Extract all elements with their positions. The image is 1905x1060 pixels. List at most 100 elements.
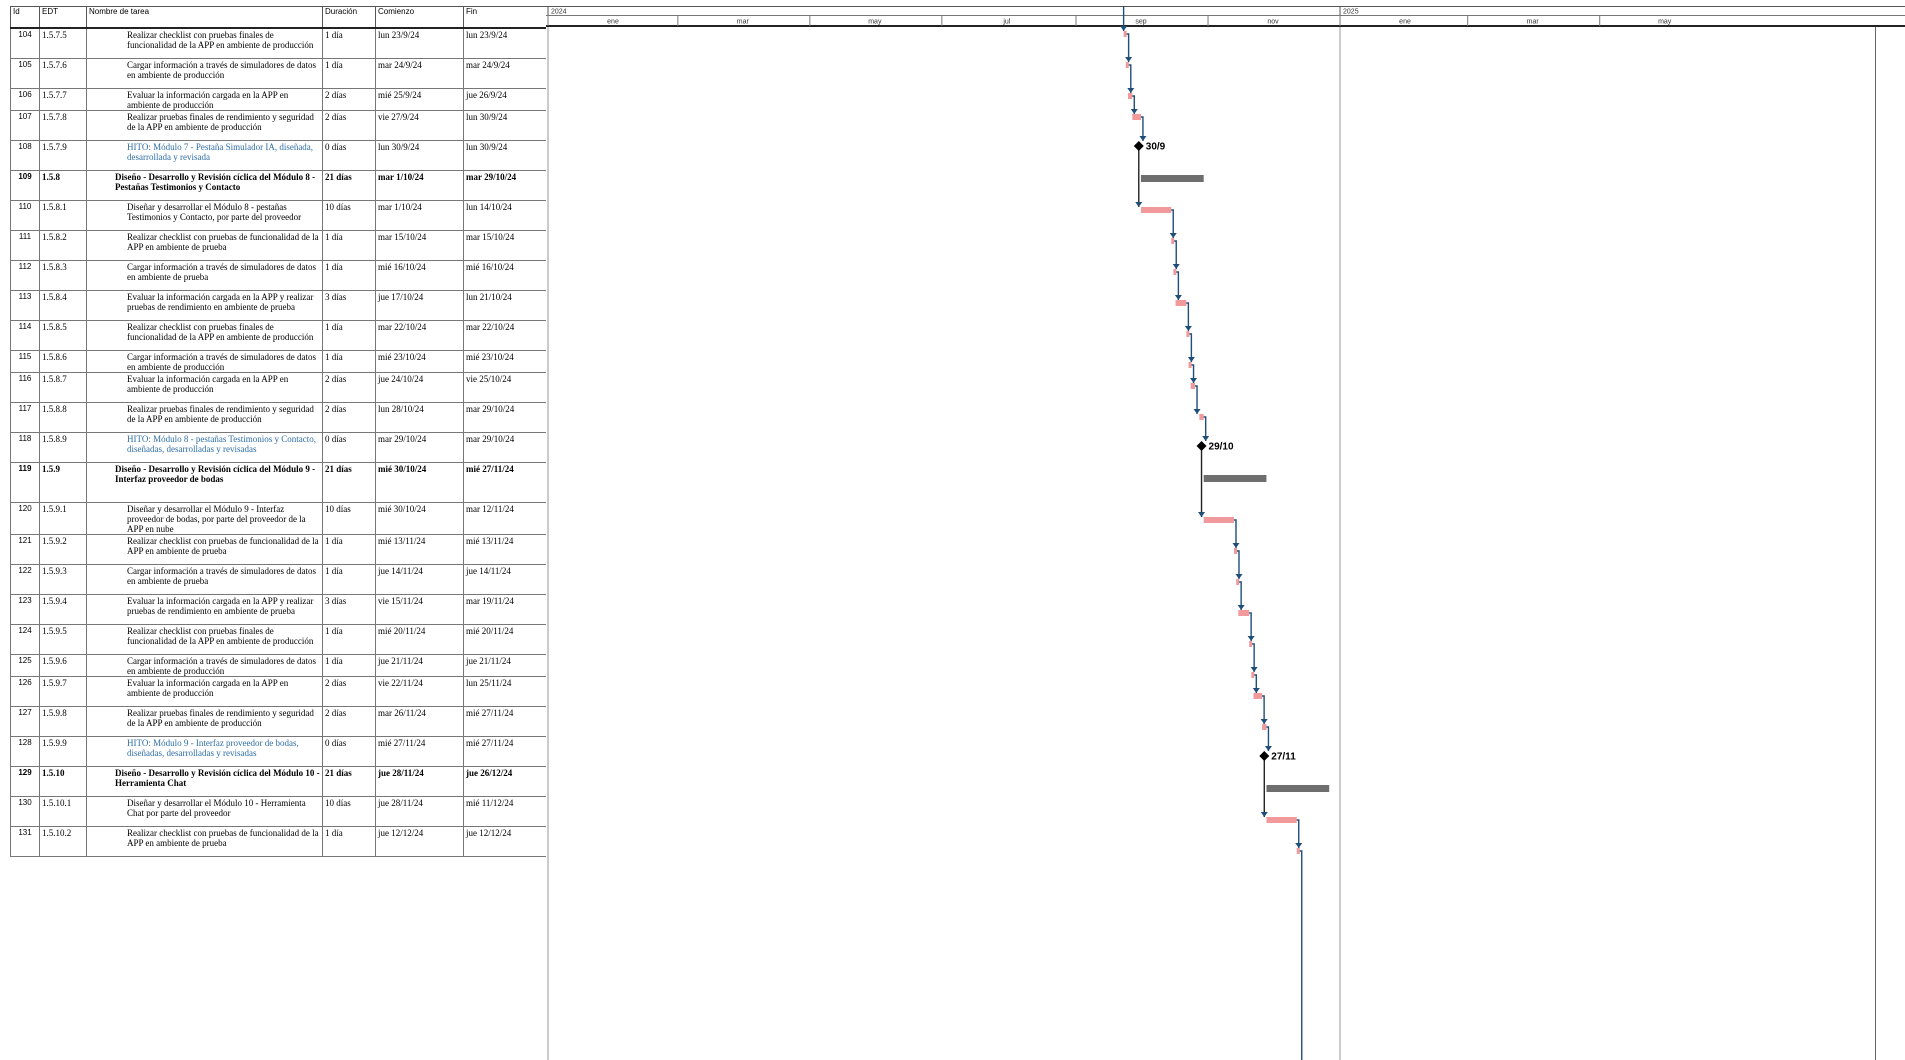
link-arrow-111 — [1169, 233, 1177, 238]
task-bar-115[interactable] — [1188, 362, 1192, 368]
task-start-cell: mar 1/10/24 — [375, 199, 464, 231]
task-start-cell: mié 13/11/24 — [375, 533, 464, 565]
task-start-cell: mar 15/10/24 — [375, 229, 464, 261]
link-arrow-105 — [1125, 57, 1133, 62]
milestone-marker-118[interactable] — [1196, 441, 1207, 451]
task-row-105[interactable]: 105 1.5.7.6 Cargar información a través de… — [10, 57, 547, 89]
task-finish-cell: jue 26/12/24 — [463, 765, 547, 797]
task-row-126[interactable]: 126 1.5.9.7 Evaluar la información cargada… — [10, 675, 547, 707]
task-start-cell: lun 23/9/24 — [375, 27, 464, 59]
summary-bar-109[interactable] — [1140, 175, 1204, 182]
task-row-116[interactable]: 116 1.5.8.7 Evaluar la información cargada… — [10, 371, 547, 403]
task-row-119[interactable]: 119 1.5.9 Diseño - Desarrollo y Revisión c… — [10, 461, 547, 503]
task-id-cell: 112 — [10, 259, 40, 291]
task-row-104[interactable]: 104 1.5.7.5 Realizar checklist con pruebas… — [10, 27, 547, 59]
task-bar-105[interactable] — [1125, 62, 1129, 68]
task-row-123[interactable]: 123 1.5.9.4 Evaluar la información cargada… — [10, 593, 547, 625]
task-bar-127[interactable] — [1262, 724, 1267, 730]
task-bar-130[interactable] — [1266, 817, 1297, 823]
link-arrow-110 — [1135, 202, 1143, 207]
column-header-id[interactable]: Id — [10, 6, 40, 29]
task-bar-107[interactable] — [1132, 114, 1141, 120]
task-row-110[interactable]: 110 1.5.8.1 Diseñar y desarrollar el Módul… — [10, 199, 547, 231]
task-bar-116[interactable] — [1190, 383, 1196, 389]
milestone-marker-128[interactable] — [1259, 751, 1270, 761]
task-id-cell: 113 — [10, 289, 40, 321]
task-id-cell: 105 — [10, 57, 40, 89]
task-row-125[interactable]: 125 1.5.9.6 Cargar información a través de… — [10, 653, 547, 677]
task-bar-113[interactable] — [1175, 300, 1187, 306]
link-arrow-114 — [1184, 326, 1192, 331]
task-row-112[interactable]: 112 1.5.8.3 Cargar información a través de… — [10, 259, 547, 291]
task-start-cell: mié 27/11/24 — [375, 735, 464, 767]
task-bar-111[interactable] — [1171, 238, 1175, 244]
task-table: Id EDT Nombre de tarea Duración Comienzo… — [10, 6, 547, 857]
task-bar-122[interactable] — [1236, 579, 1240, 585]
task-row-107[interactable]: 107 1.5.7.8 Realizar pruebas finales de re… — [10, 109, 547, 141]
task-row-114[interactable]: 114 1.5.8.5 Realizar checklist con pruebas… — [10, 319, 547, 351]
summary-bar-129[interactable] — [1266, 785, 1330, 792]
task-row-118[interactable]: 118 1.5.8.9 HITO: Módulo 8 - pestañas Test… — [10, 431, 547, 463]
task-finish-cell: lun 21/10/24 — [463, 289, 547, 321]
task-row-115[interactable]: 115 1.5.8.6 Cargar información a través de… — [10, 349, 547, 373]
task-row-121[interactable]: 121 1.5.9.2 Realizar checklist con pruebas… — [10, 533, 547, 565]
link-arrow-127 — [1260, 719, 1268, 724]
milestone-date-label-118: 29/10 — [1209, 442, 1234, 453]
task-row-128[interactable]: 128 1.5.9.9 HITO: Módulo 9 - Interfaz prov… — [10, 735, 547, 767]
task-edt-cell: 1.5.8.6 — [39, 349, 87, 373]
task-row-108[interactable]: 108 1.5.7.9 HITO: Módulo 7 - Pestaña Simul… — [10, 139, 547, 171]
task-id-cell: 129 — [10, 765, 40, 797]
task-row-109[interactable]: 109 1.5.8 Diseño - Desarrollo y Revisión c… — [10, 169, 547, 201]
column-header-start[interactable]: Comienzo — [375, 6, 464, 29]
task-finish-cell: mar 22/10/24 — [463, 319, 547, 351]
task-id-cell: 120 — [10, 501, 40, 535]
month-label: mar — [737, 19, 750, 26]
task-id-cell: 107 — [10, 109, 40, 141]
task-bar-124[interactable] — [1249, 641, 1253, 647]
column-header-task-name[interactable]: Nombre de tarea — [86, 6, 323, 29]
task-row-113[interactable]: 113 1.5.8.4 Evaluar la información cargada… — [10, 289, 547, 321]
task-bar-112[interactable] — [1173, 269, 1177, 275]
task-bar-110[interactable] — [1140, 207, 1172, 213]
task-bar-106[interactable] — [1127, 93, 1133, 99]
task-name-cell: Cargar información a través de simulador… — [86, 563, 323, 595]
task-bar-125[interactable] — [1251, 672, 1255, 678]
column-header-edt[interactable]: EDT — [39, 6, 87, 29]
task-bar-120[interactable] — [1203, 517, 1234, 523]
task-row-111[interactable]: 111 1.5.8.2 Realizar checklist con pruebas… — [10, 229, 547, 261]
link-outgoing — [1299, 850, 1303, 1060]
column-header-duration[interactable]: Duración — [322, 6, 376, 29]
task-row-124[interactable]: 124 1.5.9.5 Realizar checklist con pruebas… — [10, 623, 547, 655]
link-121-122 — [1236, 550, 1240, 579]
task-id-cell: 111 — [10, 229, 40, 261]
task-bar-123[interactable] — [1238, 610, 1250, 616]
task-start-cell: vie 22/11/24 — [375, 675, 464, 707]
task-start-cell: mié 16/10/24 — [375, 259, 464, 291]
task-edt-cell: 1.5.9.6 — [39, 653, 87, 677]
task-name-cell: HITO: Módulo 9 - Interfaz proveedor de b… — [86, 735, 323, 767]
column-header-finish[interactable]: Fin — [463, 6, 547, 29]
task-bar-114[interactable] — [1186, 331, 1190, 337]
task-start-cell: mié 30/10/24 — [375, 461, 464, 503]
task-row-117[interactable]: 117 1.5.8.8 Realizar pruebas finales de re… — [10, 401, 547, 433]
task-name-cell: Evaluar la información cargada en la APP… — [86, 289, 323, 321]
task-bar-117[interactable] — [1199, 414, 1204, 420]
task-finish-cell: lun 25/11/24 — [463, 675, 547, 707]
task-row-122[interactable]: 122 1.5.9.3 Cargar información a través de… — [10, 563, 547, 595]
task-row-129[interactable]: 129 1.5.10 Diseño - Desarrollo y Revisión … — [10, 765, 547, 797]
task-id-cell: 115 — [10, 349, 40, 373]
task-bar-104[interactable] — [1123, 31, 1127, 37]
task-row-127[interactable]: 127 1.5.9.8 Realizar pruebas finales de re… — [10, 705, 547, 737]
month-label: sep — [1135, 19, 1146, 26]
task-row-106[interactable]: 106 1.5.7.7 Evaluar la información cargada… — [10, 87, 547, 111]
task-bar-126[interactable] — [1253, 693, 1263, 699]
task-row-131[interactable]: 131 1.5.10.2 Realizar checklist con prueba… — [10, 825, 547, 857]
task-row-130[interactable]: 130 1.5.10.1 Diseñar y desarrollar el Módu… — [10, 795, 547, 827]
task-finish-cell: mié 11/12/24 — [463, 795, 547, 827]
task-bar-131[interactable] — [1296, 848, 1300, 854]
milestone-marker-108[interactable] — [1133, 141, 1144, 151]
summary-bar-119[interactable] — [1203, 475, 1267, 482]
task-row-120[interactable]: 120 1.5.9.1 Diseñar y desarrollar el Módul… — [10, 501, 547, 535]
task-duration-cell: 21 días — [322, 765, 376, 797]
task-bar-121[interactable] — [1233, 548, 1237, 554]
